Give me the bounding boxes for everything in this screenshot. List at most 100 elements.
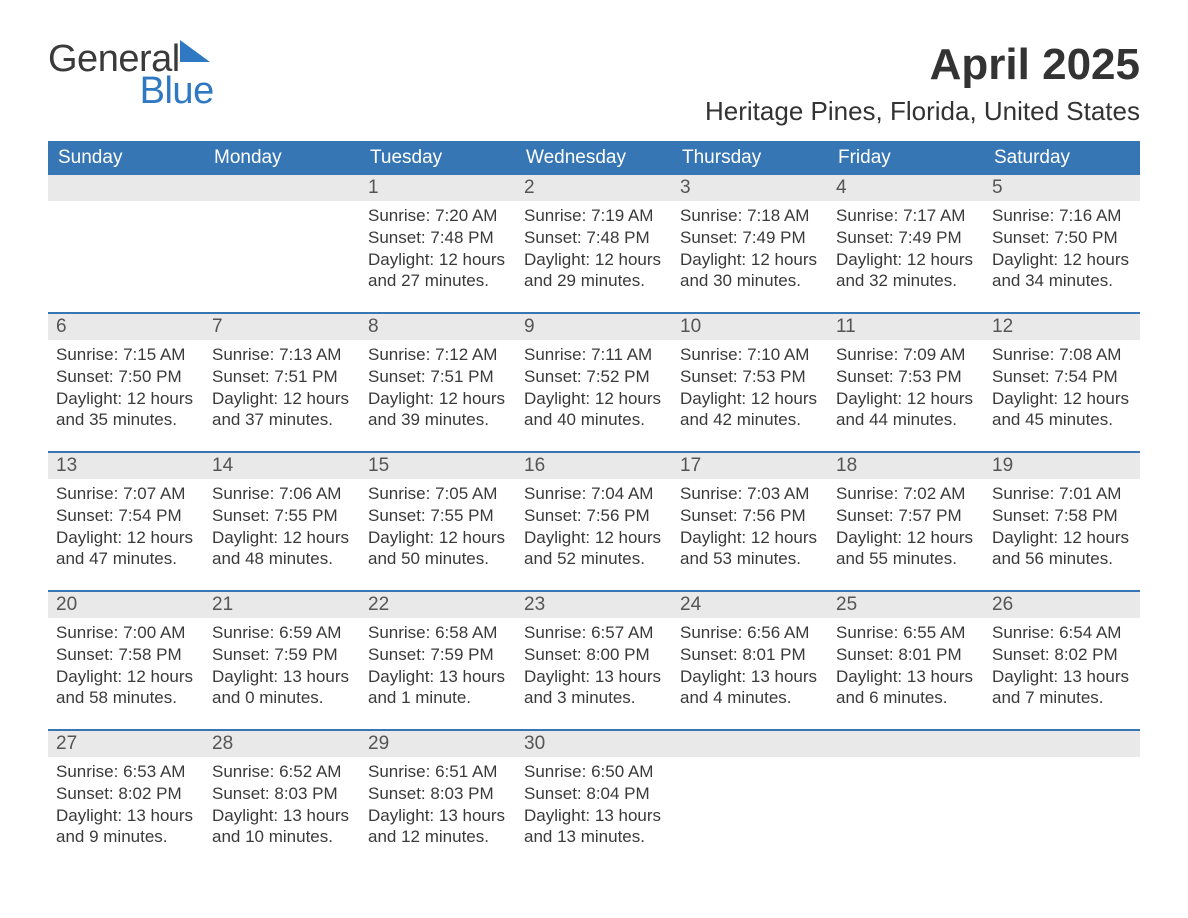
sunset-text: Sunset: 7:51 PM	[212, 366, 352, 388]
day-details: Sunrise: 6:50 AMSunset: 8:04 PMDaylight:…	[516, 757, 672, 848]
day-number: 9	[516, 314, 672, 340]
daylight2-text: and 7 minutes.	[992, 687, 1132, 709]
calendar-day: 17Sunrise: 7:03 AMSunset: 7:56 PMDayligh…	[672, 453, 828, 576]
daylight2-text: and 6 minutes.	[836, 687, 976, 709]
calendar-day: 23Sunrise: 6:57 AMSunset: 8:00 PMDayligh…	[516, 592, 672, 715]
sunset-text: Sunset: 8:01 PM	[680, 644, 820, 666]
day-number: 22	[360, 592, 516, 618]
weeks-container: 1Sunrise: 7:20 AMSunset: 7:48 PMDaylight…	[48, 175, 1140, 854]
sunset-text: Sunset: 8:03 PM	[212, 783, 352, 805]
day-details: Sunrise: 6:54 AMSunset: 8:02 PMDaylight:…	[984, 618, 1140, 709]
daylight1-text: Daylight: 12 hours	[368, 527, 508, 549]
day-details: Sunrise: 6:58 AMSunset: 7:59 PMDaylight:…	[360, 618, 516, 709]
sunrise-text: Sunrise: 6:54 AM	[992, 622, 1132, 644]
sunset-text: Sunset: 7:56 PM	[680, 505, 820, 527]
sunset-text: Sunset: 7:56 PM	[524, 505, 664, 527]
sunset-text: Sunset: 7:48 PM	[368, 227, 508, 249]
calendar-day	[204, 175, 360, 298]
day-details: Sunrise: 7:17 AMSunset: 7:49 PMDaylight:…	[828, 201, 984, 292]
sunset-text: Sunset: 7:57 PM	[836, 505, 976, 527]
daylight1-text: Daylight: 12 hours	[524, 527, 664, 549]
sunrise-text: Sunrise: 7:18 AM	[680, 205, 820, 227]
weekday-header: Thursday	[672, 141, 828, 175]
sunrise-text: Sunrise: 6:59 AM	[212, 622, 352, 644]
day-details: Sunrise: 7:02 AMSunset: 7:57 PMDaylight:…	[828, 479, 984, 570]
sunset-text: Sunset: 7:53 PM	[680, 366, 820, 388]
daylight1-text: Daylight: 12 hours	[56, 527, 196, 549]
calendar-grid: Sunday Monday Tuesday Wednesday Thursday…	[48, 141, 1140, 854]
daylight1-text: Daylight: 12 hours	[836, 388, 976, 410]
daylight2-text: and 27 minutes.	[368, 270, 508, 292]
sunset-text: Sunset: 8:01 PM	[836, 644, 976, 666]
page-subtitle: Heritage Pines, Florida, United States	[705, 96, 1140, 127]
day-number: 3	[672, 175, 828, 201]
daylight2-text: and 32 minutes.	[836, 270, 976, 292]
daylight1-text: Daylight: 13 hours	[524, 805, 664, 827]
daylight1-text: Daylight: 13 hours	[992, 666, 1132, 688]
title-block: April 2025 Heritage Pines, Florida, Unit…	[705, 40, 1140, 141]
sunset-text: Sunset: 7:58 PM	[992, 505, 1132, 527]
day-details: Sunrise: 7:09 AMSunset: 7:53 PMDaylight:…	[828, 340, 984, 431]
day-number	[984, 731, 1140, 757]
calendar-day: 19Sunrise: 7:01 AMSunset: 7:58 PMDayligh…	[984, 453, 1140, 576]
day-number	[828, 731, 984, 757]
calendar-day	[984, 731, 1140, 854]
daylight1-text: Daylight: 12 hours	[524, 249, 664, 271]
daylight2-text: and 42 minutes.	[680, 409, 820, 431]
weekday-header: Wednesday	[516, 141, 672, 175]
daylight1-text: Daylight: 13 hours	[836, 666, 976, 688]
daylight2-text: and 13 minutes.	[524, 826, 664, 848]
daylight1-text: Daylight: 13 hours	[368, 805, 508, 827]
daylight1-text: Daylight: 12 hours	[836, 249, 976, 271]
daylight1-text: Daylight: 12 hours	[992, 249, 1132, 271]
day-number: 28	[204, 731, 360, 757]
sunrise-text: Sunrise: 7:04 AM	[524, 483, 664, 505]
sunrise-text: Sunrise: 7:17 AM	[836, 205, 976, 227]
sunrise-text: Sunrise: 7:00 AM	[56, 622, 196, 644]
day-number: 14	[204, 453, 360, 479]
sunrise-text: Sunrise: 7:01 AM	[992, 483, 1132, 505]
sunset-text: Sunset: 7:50 PM	[992, 227, 1132, 249]
calendar-week: 20Sunrise: 7:00 AMSunset: 7:58 PMDayligh…	[48, 590, 1140, 715]
day-details: Sunrise: 6:51 AMSunset: 8:03 PMDaylight:…	[360, 757, 516, 848]
sunset-text: Sunset: 7:50 PM	[56, 366, 196, 388]
sunset-text: Sunset: 7:49 PM	[836, 227, 976, 249]
daylight2-text: and 9 minutes.	[56, 826, 196, 848]
daylight2-text: and 40 minutes.	[524, 409, 664, 431]
sunset-text: Sunset: 8:02 PM	[56, 783, 196, 805]
day-number: 6	[48, 314, 204, 340]
calendar-day: 21Sunrise: 6:59 AMSunset: 7:59 PMDayligh…	[204, 592, 360, 715]
day-details: Sunrise: 7:15 AMSunset: 7:50 PMDaylight:…	[48, 340, 204, 431]
day-details: Sunrise: 7:01 AMSunset: 7:58 PMDaylight:…	[984, 479, 1140, 570]
calendar-day: 20Sunrise: 7:00 AMSunset: 7:58 PMDayligh…	[48, 592, 204, 715]
day-number	[48, 175, 204, 201]
daylight1-text: Daylight: 12 hours	[680, 527, 820, 549]
sunrise-text: Sunrise: 6:58 AM	[368, 622, 508, 644]
day-details: Sunrise: 6:57 AMSunset: 8:00 PMDaylight:…	[516, 618, 672, 709]
flag-icon	[180, 40, 214, 69]
day-number: 27	[48, 731, 204, 757]
calendar-day: 12Sunrise: 7:08 AMSunset: 7:54 PMDayligh…	[984, 314, 1140, 437]
weekday-header: Tuesday	[360, 141, 516, 175]
calendar-day: 4Sunrise: 7:17 AMSunset: 7:49 PMDaylight…	[828, 175, 984, 298]
day-number: 12	[984, 314, 1140, 340]
calendar-day: 5Sunrise: 7:16 AMSunset: 7:50 PMDaylight…	[984, 175, 1140, 298]
daylight1-text: Daylight: 13 hours	[56, 805, 196, 827]
day-number: 4	[828, 175, 984, 201]
daylight2-text: and 56 minutes.	[992, 548, 1132, 570]
day-details: Sunrise: 6:56 AMSunset: 8:01 PMDaylight:…	[672, 618, 828, 709]
daylight2-text: and 52 minutes.	[524, 548, 664, 570]
daylight1-text: Daylight: 12 hours	[212, 527, 352, 549]
calendar-day: 24Sunrise: 6:56 AMSunset: 8:01 PMDayligh…	[672, 592, 828, 715]
weekday-header: Friday	[828, 141, 984, 175]
day-details: Sunrise: 7:04 AMSunset: 7:56 PMDaylight:…	[516, 479, 672, 570]
day-details: Sunrise: 7:18 AMSunset: 7:49 PMDaylight:…	[672, 201, 828, 292]
daylight2-text: and 30 minutes.	[680, 270, 820, 292]
day-number	[204, 175, 360, 201]
day-details: Sunrise: 7:11 AMSunset: 7:52 PMDaylight:…	[516, 340, 672, 431]
daylight2-text: and 12 minutes.	[368, 826, 508, 848]
sunset-text: Sunset: 7:54 PM	[56, 505, 196, 527]
calendar-day: 26Sunrise: 6:54 AMSunset: 8:02 PMDayligh…	[984, 592, 1140, 715]
daylight2-text: and 45 minutes.	[992, 409, 1132, 431]
calendar-day: 2Sunrise: 7:19 AMSunset: 7:48 PMDaylight…	[516, 175, 672, 298]
